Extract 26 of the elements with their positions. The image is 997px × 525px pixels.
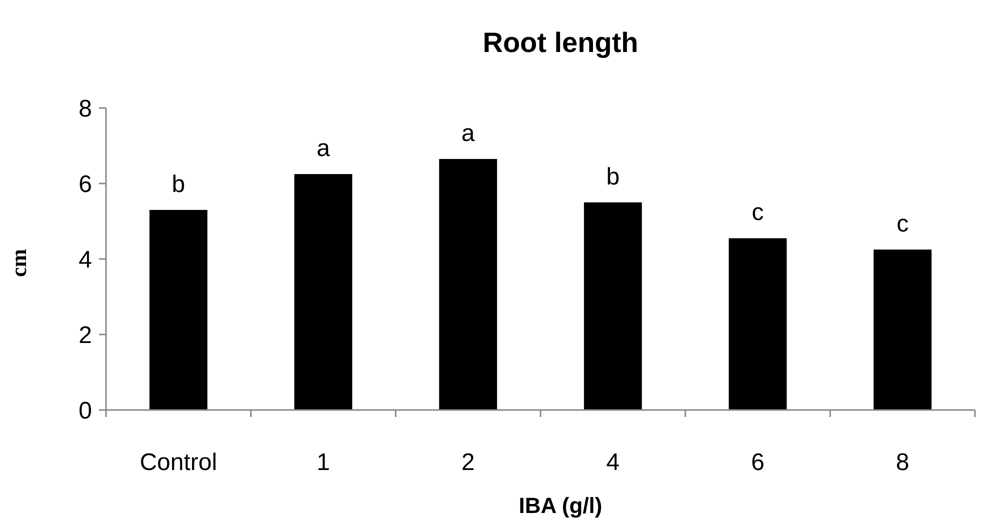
x-tick-label: 1 (316, 449, 330, 476)
annotation: a (461, 120, 476, 147)
y-tick-label: 2 (78, 322, 92, 349)
y-tick-label: 0 (78, 397, 92, 424)
x-tick-label: 8 (896, 449, 910, 476)
x-tick-label: Control (140, 449, 218, 476)
annotation: c (752, 199, 764, 226)
annotation: c (896, 210, 909, 238)
y-axis-title: cm (6, 248, 31, 278)
x-tick-label: 4 (606, 449, 620, 476)
y-tick-label: 6 (78, 170, 92, 198)
y-tick-label: 8 (78, 95, 92, 122)
annotation: a (316, 135, 331, 162)
bar (584, 202, 642, 410)
bar (294, 174, 352, 410)
x-tick-label: 2 (461, 449, 475, 476)
bar (439, 158, 498, 410)
annotation: b (606, 163, 620, 190)
annotation: b (172, 170, 186, 198)
bar (149, 210, 208, 410)
chart-title: Root length (482, 27, 638, 58)
x-tick-label: 6 (751, 449, 764, 476)
y-tick-label: 4 (78, 246, 92, 274)
bar (874, 250, 932, 410)
x-axis-title: IBA (g/l) (518, 493, 602, 518)
bar (728, 238, 787, 410)
